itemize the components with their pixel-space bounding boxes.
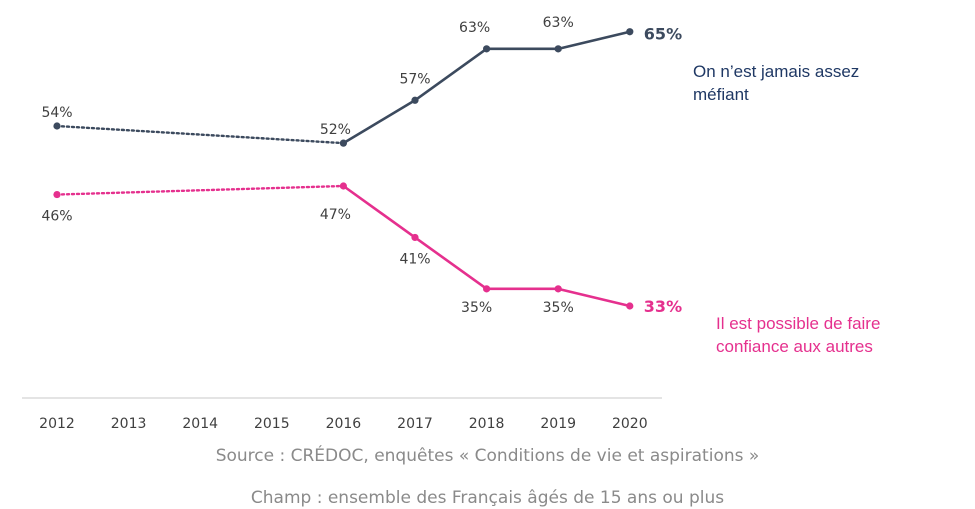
- series-1-point-2020: [626, 302, 634, 310]
- series-0-point-2019: [554, 45, 562, 53]
- series-label-trust: Il est possible de faire confiance aux a…: [716, 312, 880, 358]
- x-tick-label-2018: 2018: [469, 416, 505, 432]
- source-note: Source : CRÉDOC, enquêtes « Conditions d…: [215, 446, 760, 466]
- series-0-point-2017: [411, 96, 419, 104]
- series-1-data-label-2016: 47%: [320, 207, 351, 223]
- series-0-point-2016: [339, 139, 347, 147]
- series-1-data-label-2019: 35%: [543, 300, 574, 316]
- series-0-data-label-2019: 63%: [543, 15, 574, 31]
- series-1-point-2018: [483, 285, 491, 293]
- scope-note: Champ : ensemble des Français âgés de 15…: [250, 488, 725, 508]
- series-0-data-label-2012: 54%: [41, 105, 72, 121]
- series-0-point-2018: [483, 45, 491, 53]
- x-tick-label-2012: 2012: [39, 416, 75, 432]
- x-tick-label-2013: 2013: [111, 416, 147, 432]
- series-1-point-2012: [53, 190, 61, 199]
- x-tick-label-2016: 2016: [326, 416, 362, 432]
- series-1-data-label-2017: 41%: [399, 251, 430, 267]
- series-label-distrust: On n’est jamais assez méfiant: [693, 60, 859, 106]
- series-label-distrust-line-1: On n’est jamais assez: [693, 62, 860, 81]
- series-1-data-label-2012: 46%: [41, 209, 72, 225]
- x-tick-label-2015: 2015: [254, 416, 290, 432]
- series-1-data-label-2018: 35%: [461, 300, 492, 316]
- series-1-dotted-line: [55, 184, 345, 196]
- series-0-point-2012: [53, 122, 61, 130]
- series-0-data-label-2020: 65%: [644, 25, 682, 44]
- x-tick-label-2019: 2019: [540, 416, 576, 432]
- series-0-point-2020: [626, 28, 634, 36]
- series-1-data-label-2020: 33%: [644, 297, 682, 316]
- series-0-dotted-line: [55, 124, 345, 145]
- series-label-trust-line-1: Il est possible de faire: [716, 314, 881, 333]
- series-0-data-label-2018: 63%: [459, 20, 490, 36]
- series-0-data-label-2017: 57%: [399, 71, 430, 87]
- series-1-point-2019: [554, 285, 562, 293]
- series-label-distrust-line-2: méfiant: [693, 85, 749, 104]
- x-tick-label-2020: 2020: [612, 416, 648, 432]
- x-tick-label-2017: 2017: [397, 416, 433, 432]
- series-1-point-2017: [411, 233, 419, 242]
- series-1-point-2016: [339, 182, 347, 190]
- series-0-data-label-2016: 52%: [320, 122, 351, 138]
- x-tick-label-2014: 2014: [182, 416, 218, 432]
- series-label-trust-line-2: confiance aux autres: [716, 337, 873, 356]
